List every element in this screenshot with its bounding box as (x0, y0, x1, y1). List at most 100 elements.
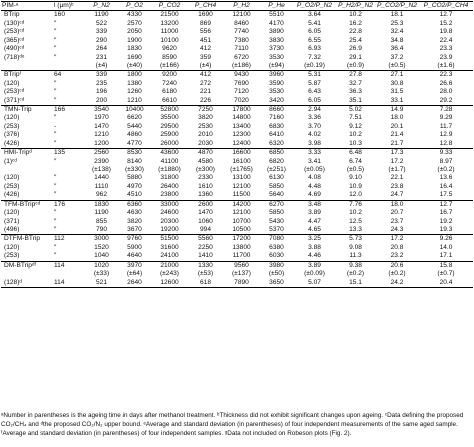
table-cell: 23.9 (439, 53, 453, 61)
table-row: (253) ″ 1040 4640 24100 1410 11700 6030 4.46 11.3… (1, 252, 473, 261)
table-cell: 1260 (127, 88, 142, 96)
table-cell: 3.36 (308, 114, 321, 122)
table-cell: 3.48 (293, 199, 336, 210)
row-label: (376) (4, 131, 20, 139)
table-cell: 6270 (260, 199, 293, 210)
table-cell: 5440 (127, 122, 142, 130)
table-row: (490)ᶜᵈ ″ 264 1830 9620 412 7110 3730 6.93 26.9 36… (1, 45, 473, 53)
column-header-7: P_He (260, 0, 293, 12)
row-label: (120) (4, 209, 20, 217)
table-cell: 5900 (127, 243, 142, 251)
table-cell: 1520 (94, 243, 109, 251)
table-cell (53, 270, 85, 278)
column-header-1: l (μm)ᵇ (53, 0, 85, 12)
table-cell: 17200 (223, 234, 260, 244)
table-cell: 2560 (85, 148, 118, 158)
table-cell: 17.2 (375, 234, 419, 244)
table-cell: ″ (54, 243, 57, 251)
table-cell: 5.87 (308, 79, 321, 87)
table-cell: 112 (53, 234, 85, 244)
table-cell: (±0.05) (304, 166, 325, 174)
table-cell: 200 (95, 96, 107, 104)
table-cell: 5850 (269, 182, 284, 190)
table-cell: 9620 (162, 45, 177, 53)
column-header-10: P_CO2/P_N2 (375, 0, 419, 12)
row-label: BTripᶠ (1, 70, 53, 80)
table-row: (496) ″ 790 3670 19200 994 10500 5370 4.65 13.3 24… (1, 226, 473, 235)
table-cell: 521 (85, 278, 118, 288)
table-cell: 3830 (269, 36, 284, 44)
table-cell: 10.9 (349, 182, 362, 190)
table-footnote: ᵃNumber in parentheses is the ageing tim… (1, 412, 473, 438)
table-cell: 6820 (269, 157, 284, 165)
table-cell: 24100 (160, 252, 179, 260)
table-cell: 5510 (269, 11, 284, 19)
table-cell: 231 (95, 53, 107, 61)
table-cell: 9.08 (349, 243, 362, 251)
table-cell: (±1.6) (437, 61, 455, 69)
table-cell: 10500 (232, 225, 251, 233)
table-cell: 1470 (198, 209, 213, 217)
table-cell: 7120 (234, 88, 249, 96)
table-cell: 37.2 (390, 53, 404, 61)
table-cell: (±300) (195, 166, 215, 174)
permeability-table: PIM-ᵃ l (μm)ᵇ P_N2 P_O2 P_CO2 P_CH4 P_H2 P_He P_… (1, 0, 473, 288)
table-cell: 6720 (234, 53, 249, 61)
table-cell: 33.1 (390, 96, 404, 104)
table-cell: 6620 (127, 114, 142, 122)
table-cell: 26.6 (439, 79, 453, 87)
table-cell: 9.29 (439, 114, 453, 122)
row-label: (426) (4, 139, 20, 147)
table-cell: 13800 (232, 243, 251, 251)
table-cell: 25900 (160, 131, 179, 139)
table-cell: 6.43 (308, 88, 321, 96)
table-cell: 35.1 (349, 96, 362, 104)
table-cell: 790 (95, 225, 107, 233)
table-cell: (±0.2) (388, 270, 406, 278)
table-cell: 10700 (232, 217, 251, 225)
table-cell: 3650 (260, 278, 293, 288)
table-cell: ″ (54, 252, 57, 260)
table-cell: 3.33 (293, 148, 336, 158)
row-label: (130)ᶜᵈ (4, 19, 25, 27)
table-cell: 11700 (232, 252, 251, 260)
table-cell: 5.07 (293, 278, 336, 288)
table-cell: 9430 (223, 70, 260, 80)
table-cell: 12.5 (349, 217, 362, 225)
table-cell: 29.1 (349, 53, 362, 61)
table-cell: 10100 (160, 36, 179, 44)
table-cell: 1210 (94, 131, 109, 139)
table-cell: 1190 (94, 11, 109, 19)
table-cell: 16600 (223, 148, 260, 158)
table-cell: 10.2 (349, 131, 362, 139)
table-cell: 4580 (198, 157, 213, 165)
table-cell: 3890 (269, 28, 284, 36)
table-cell: 30.8 (390, 79, 404, 87)
table-cell: 17800 (223, 105, 260, 115)
table-cell: ″ (54, 209, 57, 217)
table-cell: (±1765) (230, 166, 253, 174)
table-cell: 15.8 (419, 260, 473, 271)
table-cell: 4.08 (308, 174, 321, 182)
row-label: (490)ᶜᵈ (4, 45, 25, 53)
table-cell: 16100 (232, 157, 251, 165)
table-cell: 3000 (85, 234, 118, 244)
table-cell: (±0.2) (437, 166, 455, 174)
table-cell: 339 (95, 28, 107, 36)
table-cell: 21000 (151, 260, 188, 271)
table-cell: ″ (54, 36, 57, 44)
row-label: (371) (4, 217, 20, 225)
table-cell: 21500 (160, 11, 179, 19)
table-cell: 3.89 (293, 260, 336, 271)
table-cell: 12100 (232, 11, 251, 19)
table-cell: 5.31 (293, 70, 336, 80)
table-cell: 226 (199, 96, 211, 104)
table-cell: 5430 (269, 217, 284, 225)
table-row: (±33) (±64) (±243) (±53) (±137) (±50) (±0.09) (… (1, 270, 473, 278)
table-cell: 16.7 (439, 209, 453, 217)
table-cell: 12.7 (419, 199, 473, 210)
table-cell: 2.94 (293, 105, 336, 115)
table-cell: 5560 (188, 234, 223, 244)
table-cell: ″ (54, 45, 57, 53)
table-cell: (±94) (268, 61, 285, 69)
